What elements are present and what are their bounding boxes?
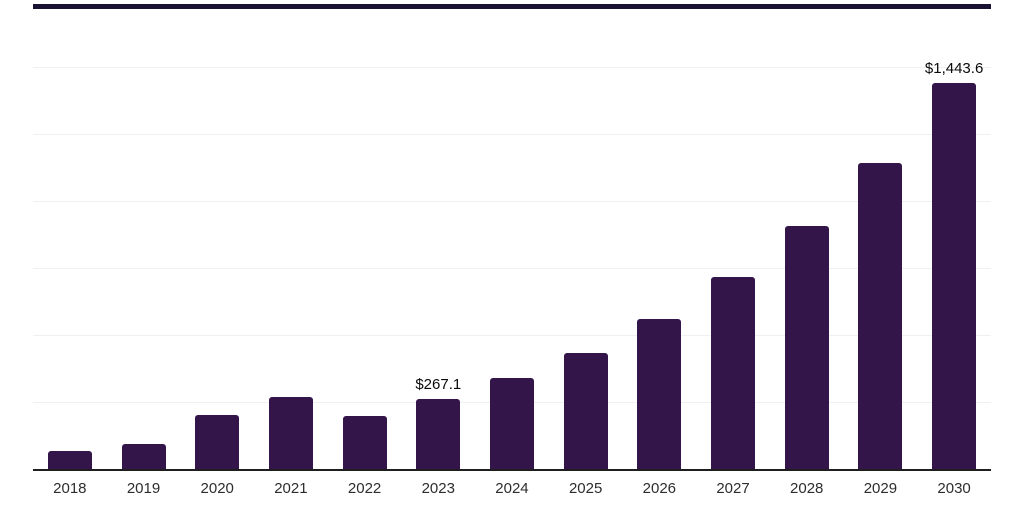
bar-slot-2018 [33,0,107,470]
x-axis: 2018 2019 2020 2021 2022 2023 2024 2025 2026 2027… [33,480,991,498]
bar-2029 [858,162,903,470]
bar-2020 [195,415,240,470]
bar-2021 [268,396,313,470]
bar-slot-2022 [328,0,402,470]
bar-slot-2029 [844,0,918,470]
x-axis-line [33,469,991,471]
x-tick-label-2022: 2022 [347,480,382,497]
bar-2022 [342,415,387,470]
bar-chart: $267.1 $1,443.6 2018 2019 2020 2021 2022 2023 2… [33,0,991,512]
bar-slot-2028 [770,0,844,470]
x-tick-label-2019: 2019 [126,480,161,497]
bar-slot-2019 [107,0,181,470]
bar-2023 [416,398,461,470]
header-strip-remnant [33,4,991,9]
x-tick-label-2030: 2030 [937,480,971,497]
bar-2024 [489,377,534,470]
bar-value-label-2030: $1,443.6 [924,60,984,78]
bar-2026 [637,318,682,470]
x-tick-label-2018: 2018 [53,480,87,497]
bar-2028 [784,226,829,470]
bar-2030 [932,83,977,470]
bar-slot-2021 [254,0,328,470]
gridline [33,67,991,69]
x-tick-label-2027: 2027 [716,480,750,497]
bar-slot-2027 [696,0,770,470]
bar-slot-2026 [623,0,697,470]
gridline [33,268,991,270]
bars-group: $267.1 $1,443.6 [33,0,991,470]
bar-2019 [121,444,166,470]
bar-2018 [47,451,92,470]
x-tick-label-2029: 2029 [863,480,898,497]
bar-slot-2023: $267.1 [401,0,475,470]
plot-area: $267.1 $1,443.6 [33,0,991,471]
x-tick-label-2021: 2021 [274,480,308,497]
bar-2027 [711,276,756,470]
x-tick-label-2023: 2023 [421,480,455,497]
x-tick-label-2028: 2028 [790,480,824,497]
gridline [33,201,991,203]
bar-2025 [563,353,608,470]
bar-slot-2020 [180,0,254,470]
x-tick-label-2026: 2026 [642,480,677,497]
gridline [33,335,991,337]
x-tick-label-2025: 2025 [568,480,603,497]
bar-slot-2030: $1,443.6 [917,0,991,470]
bar-value-label-2023: $267.1 [415,375,462,393]
x-tick-label-2024: 2024 [495,480,529,497]
bar-slot-2024 [475,0,549,470]
x-tick-label-2020: 2020 [200,480,234,497]
gridline [33,134,991,136]
bar-slot-2025 [549,0,623,470]
